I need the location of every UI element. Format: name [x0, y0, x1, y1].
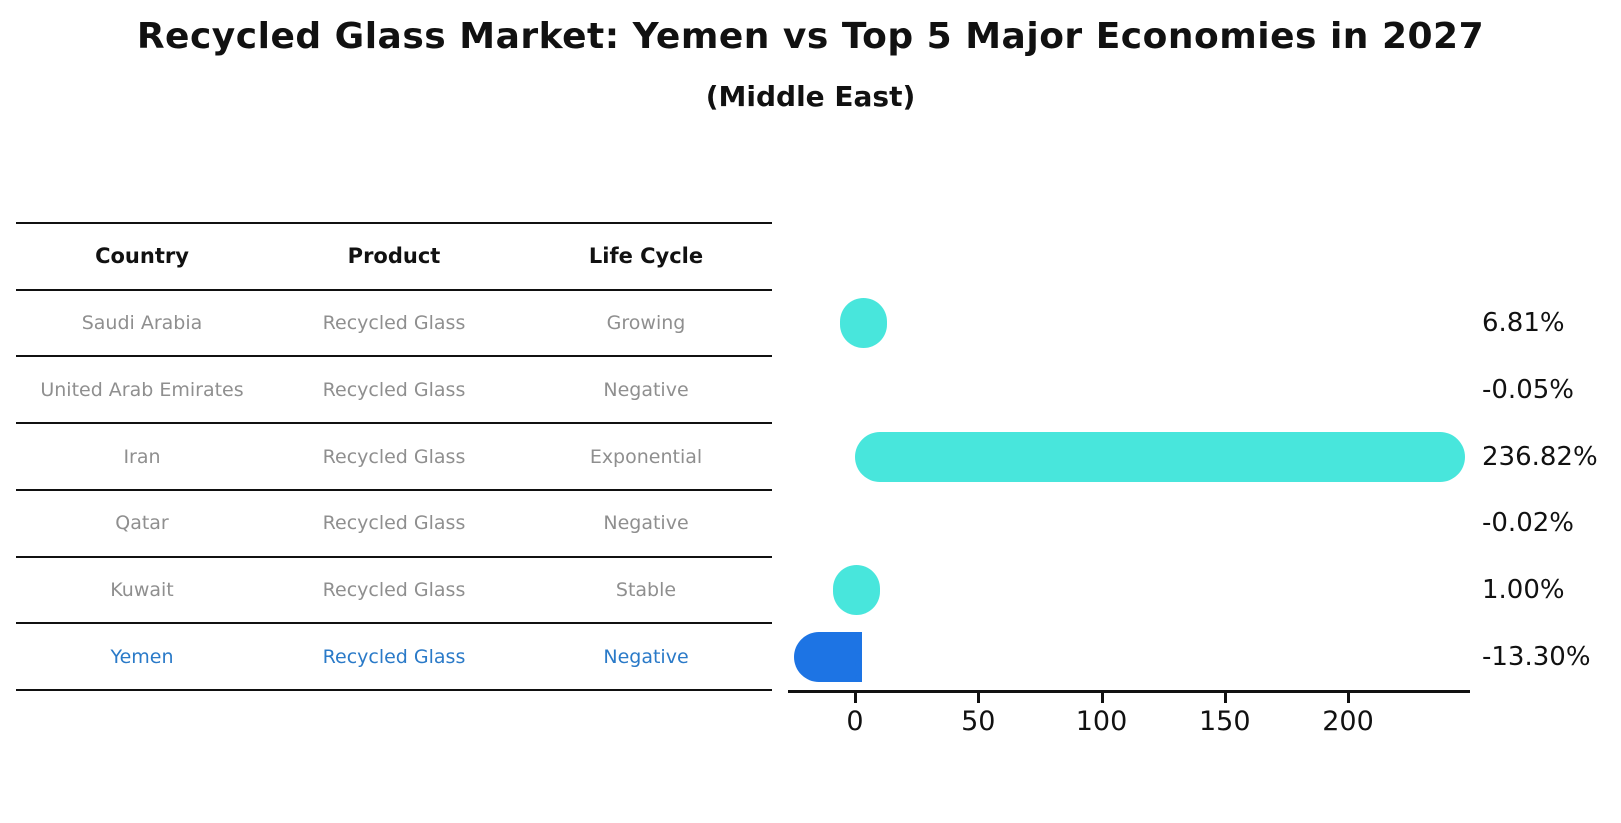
table-divider-line	[16, 288, 772, 291]
x-axis-tick	[977, 692, 981, 703]
table-cell-life_cycle: Exponential	[589, 445, 703, 468]
table-cell-country: United Arab Emirates	[40, 378, 244, 401]
table-cell-life_cycle: Negative	[603, 378, 689, 401]
table-cell-product: Recycled Glass	[322, 512, 466, 535]
table-cell-country: Kuwait	[110, 578, 174, 601]
table-cell-product: Recycled Glass	[322, 578, 466, 601]
table-cell-life_cycle: Stable	[615, 578, 677, 601]
table-divider-line	[16, 689, 772, 691]
table-cell-country: Qatar	[115, 512, 169, 535]
bar-saudi-arabia	[839, 298, 887, 349]
x-axis-tick-label: 100	[1075, 706, 1128, 737]
table-cell-country: Yemen	[110, 645, 174, 668]
x-axis-tick-label: 150	[1198, 706, 1251, 737]
table-header-country: Country	[95, 244, 189, 269]
value-label: 6.81%	[1482, 308, 1565, 339]
table-divider-line	[16, 422, 772, 425]
bar-iran	[855, 431, 1465, 482]
table-cell-country: Saudi Arabia	[81, 312, 203, 335]
value-label: -13.30%	[1482, 641, 1591, 672]
x-axis-tick-label: 50	[961, 706, 996, 737]
table-divider-line	[16, 488, 772, 491]
table-cell-country: Iran	[123, 445, 161, 468]
table-divider-line	[16, 555, 772, 558]
x-axis-tick-label: 200	[1322, 706, 1374, 737]
table-cell-product: Recycled Glass	[322, 378, 466, 401]
table-divider-line	[16, 622, 772, 625]
chart-subtitle: (Middle East)	[705, 80, 916, 113]
x-axis-tick-label: 0	[846, 706, 864, 737]
table-header-life-cycle: Life Cycle	[588, 244, 704, 269]
table-divider-line	[16, 222, 772, 224]
table-cell-life_cycle: Growing	[606, 312, 686, 335]
table-cell-life_cycle: Negative	[603, 645, 689, 668]
table-cell-life_cycle: Negative	[603, 512, 689, 535]
value-label: -0.02%	[1482, 508, 1574, 539]
chart-title: Recycled Glass Market: Yemen vs Top 5 Ma…	[136, 16, 1485, 57]
x-axis-line	[788, 690, 1470, 693]
x-axis-tick	[854, 692, 857, 703]
value-label: 1.00%	[1482, 574, 1565, 605]
x-axis-tick	[1347, 692, 1350, 703]
table-cell-product: Recycled Glass	[322, 312, 466, 335]
table-cell-product: Recycled Glass	[322, 645, 466, 668]
value-label: 236.82%	[1482, 441, 1598, 472]
x-axis-tick	[1100, 692, 1104, 703]
x-axis-tick	[1223, 692, 1227, 703]
table-header-product: Product	[347, 244, 441, 269]
table-divider-line	[16, 355, 772, 358]
table-cell-product: Recycled Glass	[322, 445, 466, 468]
value-label: -0.05%	[1482, 374, 1574, 405]
bar-kuwait	[832, 564, 880, 615]
bar-yemen	[794, 631, 862, 682]
